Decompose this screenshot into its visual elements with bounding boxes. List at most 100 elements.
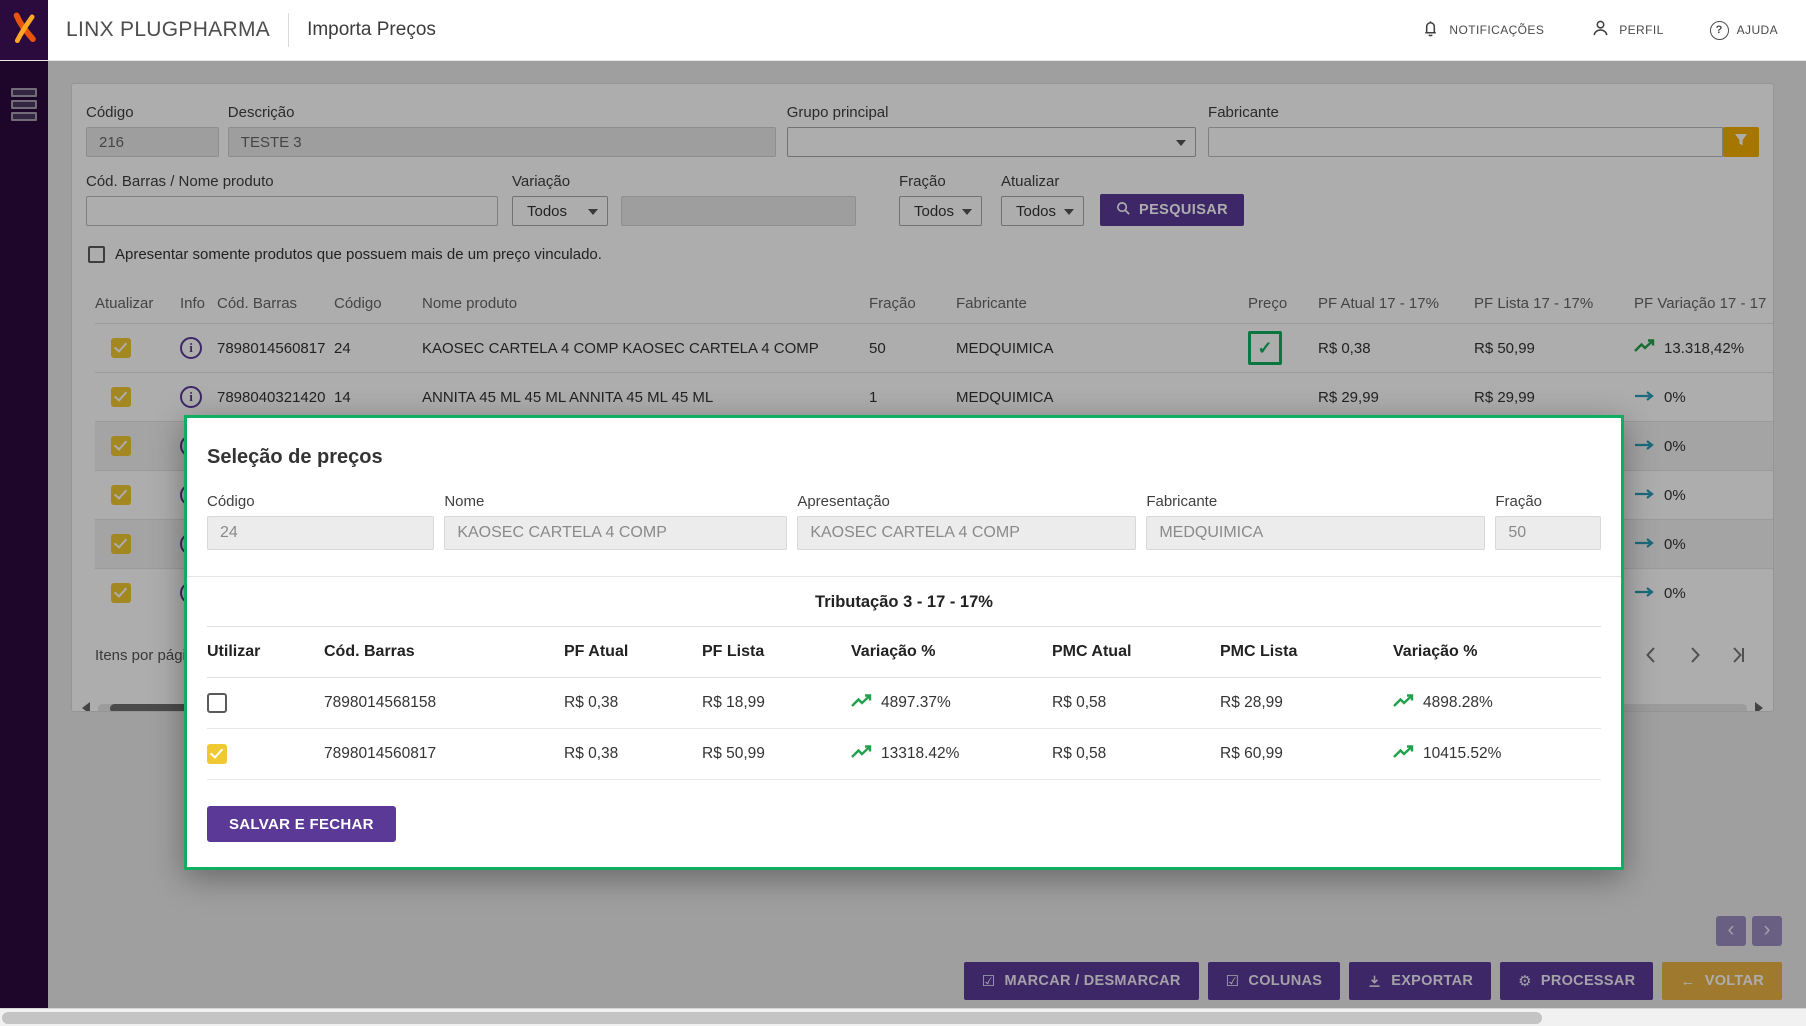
page-title: Importa Preços (307, 19, 436, 40)
cod-barras-input[interactable] (86, 196, 498, 226)
search-icon (1116, 201, 1131, 220)
modal-apresentacao-label: Apresentação (797, 493, 890, 510)
row-atualizar-checkbox[interactable] (111, 436, 131, 456)
filters-panel: Código 216 Descrição TESTE 3 Grupo princ… (72, 84, 1773, 226)
info-icon[interactable] (180, 386, 202, 408)
grupo-principal-select[interactable] (786, 127, 1197, 157)
cell-pf-lista: R$ 50,99 (1474, 323, 1634, 373)
browser-scrollbar-thumb[interactable] (2, 1012, 1542, 1024)
cell-fabricante: MEDQUIMICA (956, 323, 1248, 373)
fabricante-filter-button[interactable] (1723, 127, 1759, 157)
mcol-pf-lista: PF Lista (702, 626, 851, 678)
only-multi-price-label: Apresentar somente produtos que possuem … (115, 246, 602, 263)
help-button[interactable]: AJUDA (1709, 20, 1778, 40)
voltar-button[interactable]: ← VOLTAR (1662, 962, 1782, 1000)
col-cod-barras: Cód. Barras (217, 294, 298, 312)
cell-codigo: 14 (334, 372, 422, 422)
next-page-button[interactable] (1684, 644, 1706, 666)
only-multi-price-checkbox[interactable] (88, 246, 105, 263)
col-pf-lista: PF Lista 17 - 17% (1474, 294, 1594, 312)
mcol-pf-atual: PF Atual (564, 626, 702, 678)
exportar-button[interactable]: EXPORTAR (1349, 962, 1492, 1000)
cell-pf-atual: R$ 29,99 (1318, 372, 1474, 422)
codigo-label: Código (86, 104, 134, 121)
last-page-button[interactable] (1728, 644, 1750, 666)
trend-flat-icon (1634, 438, 1656, 455)
modal-codigo-input[interactable]: 24 (207, 516, 435, 550)
price-selection-table: Utilizar Cód. Barras PF Atual PF Lista V… (207, 626, 1601, 780)
fabricante-input[interactable] (1208, 127, 1723, 157)
salvar-e-fechar-button[interactable]: SALVAR E FECHAR (207, 806, 396, 842)
funnel-icon (1733, 132, 1749, 153)
cell-nome: ANNITA 45 ML 45 ML ANNITA 45 ML 45 ML (422, 372, 869, 422)
colunas-label: COLUNAS (1248, 973, 1323, 989)
row-atualizar-checkbox[interactable] (111, 485, 131, 505)
checkbox-icon: ☑ (981, 973, 996, 990)
col-info: Info (180, 294, 206, 312)
items-per-page-label: Itens por página (95, 646, 203, 664)
utilizar-checkbox[interactable] (207, 693, 227, 713)
row-atualizar-checkbox[interactable] (111, 583, 131, 603)
download-icon (1367, 974, 1382, 989)
cell-pf-variacao: 0% (1664, 584, 1686, 602)
products-table-header: Atualizar Info Cód. Barras Código Nome p… (95, 283, 1773, 324)
menu-hamburger-icon[interactable] (11, 88, 37, 121)
exportar-label: EXPORTAR (1391, 973, 1474, 989)
footer-actions: ☑ MARCAR / DESMARCAR ☑ COLUNAS EXPORTAR … (963, 962, 1782, 1000)
trend-flat-icon (1634, 389, 1656, 406)
notifications-button[interactable]: NOTIFICAÇÕES (1420, 18, 1544, 42)
trend-flat-icon (1634, 585, 1656, 602)
row-atualizar-checkbox[interactable] (111, 338, 131, 358)
fracao-select[interactable]: Todos (899, 196, 982, 226)
col-fabricante: Fabricante (956, 294, 1027, 312)
modal-fracao-input[interactable]: 50 (1495, 516, 1601, 550)
variacao-select[interactable]: Todos (512, 196, 608, 226)
cell-fabricante: MEDQUIMICA (956, 372, 1248, 422)
row-atualizar-checkbox[interactable] (111, 387, 131, 407)
chevron-left-button[interactable]: ‹ (1716, 916, 1746, 946)
fracao-label: Fração (899, 173, 946, 190)
chevron-right-button[interactable]: › (1752, 916, 1782, 946)
modal-divider (187, 576, 1621, 577)
voltar-label: VOLTAR (1704, 973, 1764, 989)
grupo-principal-label: Grupo principal (786, 104, 889, 121)
atualizar-select[interactable]: Todos (1001, 196, 1084, 226)
profile-button[interactable]: PERFIL (1590, 18, 1663, 42)
codigo-input[interactable]: 216 (86, 127, 219, 157)
descricao-input[interactable]: TESTE 3 (227, 127, 776, 157)
browser-horizontal-scrollbar[interactable] (0, 1008, 1806, 1026)
previous-page-button[interactable] (1640, 644, 1662, 666)
utilizar-checkbox[interactable] (207, 744, 227, 764)
price-selected-indicator[interactable] (1248, 331, 1282, 365)
brand-logo[interactable] (0, 0, 48, 60)
mcol-pmc-atual: PMC Atual (1052, 626, 1220, 678)
colunas-button[interactable]: ☑ COLUNAS (1207, 962, 1341, 1000)
modal-apresentacao-input[interactable]: KAOSEC CARTELA 4 COMP (797, 516, 1137, 550)
modal-fabricante-input[interactable]: MEDQUIMICA (1146, 516, 1486, 550)
modal-nome-label: Nome (444, 493, 485, 510)
cell-pf-variacao: 0% (1664, 388, 1686, 406)
tributacao-title: Tributação 3 - 17 - 17% (815, 593, 993, 611)
info-icon[interactable] (180, 337, 202, 359)
variacao-value-input[interactable] (621, 196, 856, 226)
price-row: 7898014560817 R$ 0,38 R$ 50,99 13318.42%… (207, 728, 1601, 780)
mcol-variacao-pmc: Variação % (1393, 626, 1601, 678)
processar-button[interactable]: ⚙ PROCESSAR (1500, 962, 1654, 1000)
cell-pf-variacao: 0% (1664, 486, 1686, 504)
marcar-desmarcar-button[interactable]: ☑ MARCAR / DESMARCAR (963, 962, 1199, 1000)
notifications-label: NOTIFICAÇÕES (1449, 23, 1545, 37)
cell-fracao: 1 (869, 372, 956, 422)
row-atualizar-checkbox[interactable] (111, 534, 131, 554)
trend-up-icon (1393, 744, 1415, 764)
scroll-left-arrow[interactable] (82, 702, 90, 711)
pesquisar-button[interactable]: PESQUISAR (1100, 194, 1245, 226)
modal-nome-input[interactable]: KAOSEC CARTELA 4 COMP (444, 516, 788, 550)
only-multi-price-row: Apresentar somente produtos que possuem … (72, 226, 1773, 263)
trend-flat-icon (1634, 536, 1656, 553)
mcell-pf-variacao: 4897.37% (881, 694, 951, 711)
trend-up-icon (851, 693, 873, 713)
scroll-right-arrow[interactable] (1755, 702, 1763, 711)
mcell-cod-barras: 7898014560817 (324, 728, 564, 780)
header-divider (288, 13, 290, 47)
trend-up-icon (1634, 339, 1656, 357)
